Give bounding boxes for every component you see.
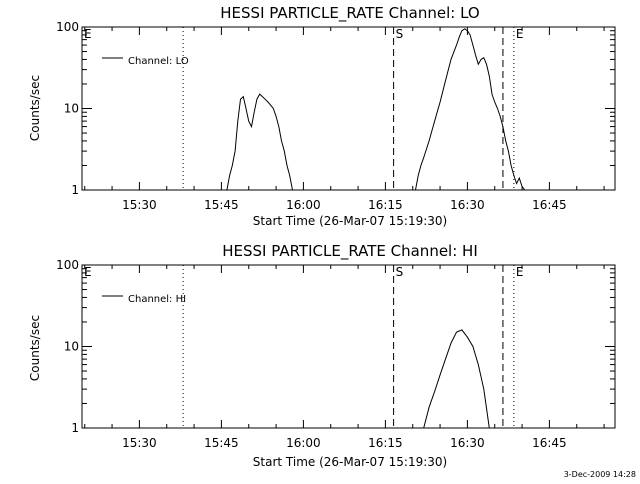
panel-lo-legend-label: Channel: LO [128,56,189,67]
panel-hi-xtick-label: 15:45 [204,436,239,450]
panel-hi-title: HESSI PARTICLE_RATE Channel: HI [222,242,478,261]
panel-hi-marker-label: S [396,265,404,279]
panel-lo-title: HESSI PARTICLE_RATE Channel: LO [220,4,479,23]
panel-lo-xtick-label: 16:30 [450,198,485,212]
panel-lo-xtick-label: 16:00 [286,198,321,212]
footer-datestamp: 3-Dec-2009 14:28 [564,470,636,479]
panel-hi-ylabel: Counts/sec [28,315,42,381]
panel-hi-ytick-label: 1 [71,421,79,435]
panel-hi-xtick-label: 16:00 [286,436,321,450]
panel-hi-marker-label: E [516,265,524,279]
panel-lo-marker-label: E [84,27,92,41]
panel-hi-xtick-label: 16:30 [450,436,485,450]
panel-lo-xtick-label: 15:45 [204,198,239,212]
panel-hi-xtick-label: 15:30 [122,436,157,450]
panel-lo-xtick-label: 16:15 [368,198,403,212]
panel-hi-xlabel: Start Time (26-Mar-07 15:19:30) [253,455,447,469]
panel-lo-ytick-label: 10 [64,102,79,116]
panel-hi-series-line [423,329,490,429]
panel-lo-marker-label: S [396,27,404,41]
panel-lo-xlabel: Start Time (26-Mar-07 15:19:30) [253,214,447,228]
panel-hi-marker-label: E [84,265,92,279]
panel-hi-xtick-label: 16:45 [532,436,567,450]
panel-lo-ytick-label: 100 [56,20,79,34]
panel-lo-ytick-label: 1 [71,183,79,197]
panel-hi-xtick-label: 16:15 [368,436,403,450]
panel-hi-ytick-label: 100 [56,258,79,272]
panel-lo-marker-label: E [516,27,524,41]
panel-lo-xtick-label: 16:45 [532,198,567,212]
panel-hi-legend-label: Channel: HI [128,294,186,305]
panel-lo-xtick-label: 15:30 [122,198,157,212]
panel-lo-series-line [226,28,526,191]
panel-lo-ylabel: Counts/sec [28,75,42,141]
panel-hi-ytick-label: 10 [64,340,79,354]
